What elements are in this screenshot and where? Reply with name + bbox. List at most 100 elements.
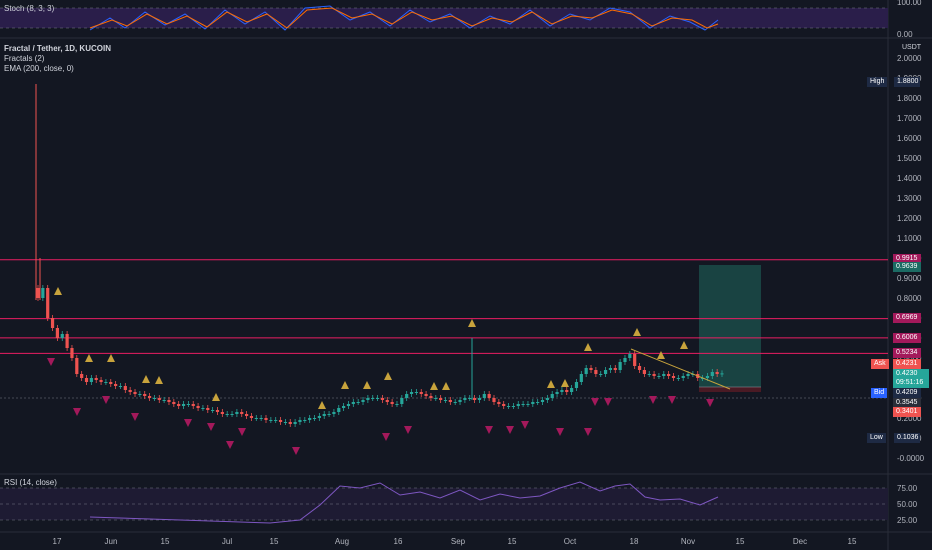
candle-body	[589, 368, 593, 370]
level2-tag: 0.6969	[893, 313, 921, 323]
price-tick: 1.6000	[897, 134, 922, 143]
candle-body	[55, 328, 60, 338]
candle-body	[492, 398, 496, 402]
candle-body	[201, 408, 205, 409]
candle-body	[700, 378, 705, 379]
candle-body	[463, 398, 467, 400]
candle-body	[191, 404, 195, 406]
fractal-down-marker	[47, 358, 55, 366]
candle-body	[123, 386, 127, 390]
fractal-down-marker	[706, 399, 714, 407]
candle-body	[230, 414, 234, 415]
candle-body	[536, 402, 540, 403]
fractal-up-marker	[547, 380, 555, 388]
time-tick: Nov	[681, 537, 695, 546]
stop-zone	[699, 387, 761, 392]
candle-body	[434, 398, 438, 399]
rsi-tick: 25.00	[897, 516, 918, 525]
candle-body	[613, 368, 617, 370]
fractal-down-marker	[506, 426, 514, 434]
candle-body	[244, 414, 249, 416]
fractal-down-marker	[292, 447, 300, 455]
time-tick: Dec	[793, 537, 807, 546]
candle-body	[550, 394, 554, 398]
fractal-down-marker	[556, 428, 564, 436]
candle-body	[400, 398, 404, 404]
bid-label: Bid	[871, 388, 888, 398]
candle-body	[181, 404, 186, 406]
candle-body	[603, 370, 608, 374]
time-tick: Oct	[564, 537, 577, 546]
candle-body	[356, 402, 360, 403]
target-zone	[699, 265, 761, 387]
bid-value: 0.4209	[893, 388, 921, 398]
candle-body	[254, 418, 258, 419]
candle-body	[545, 398, 549, 400]
fractal-down-marker	[382, 433, 390, 441]
fractal-up-marker	[633, 328, 641, 336]
candle-body	[443, 400, 448, 401]
price-tick: 1.5000	[897, 154, 922, 163]
candle-body	[555, 392, 559, 394]
fractal-down-marker	[485, 426, 493, 434]
fractal-down-marker	[591, 398, 599, 406]
fractal-up-marker	[318, 401, 326, 409]
candle-body	[133, 392, 137, 394]
candle-body	[147, 396, 152, 398]
currency-label: USDT	[902, 44, 922, 51]
candle-body	[84, 378, 89, 382]
candle-body	[60, 334, 64, 338]
candle-body	[409, 392, 414, 394]
candle-body	[114, 384, 118, 386]
rsi-legend: RSI (14, close)	[4, 478, 57, 487]
candle-body	[429, 396, 433, 398]
last-price: 0.4230	[893, 369, 929, 379]
candle-body	[274, 420, 278, 421]
candle-body	[623, 358, 627, 362]
price-tick: 1.3000	[897, 194, 922, 203]
time-tick: 17	[53, 537, 62, 546]
ask-label: Ask	[871, 359, 889, 369]
fractal-up-marker	[657, 351, 665, 359]
fractal-up-marker	[54, 287, 62, 295]
price-tick: 1.2000	[897, 214, 922, 223]
fractal-down-marker	[404, 426, 412, 434]
horizontal-levels	[0, 259, 888, 354]
rsi-axis: 75.00 50.00 25.00	[897, 484, 918, 525]
candle-body	[472, 398, 477, 400]
candle-body	[89, 378, 93, 382]
candle-body	[143, 394, 147, 396]
candle-body	[453, 402, 457, 403]
price-tick: 1.1000	[897, 234, 922, 243]
sl1-tag: 0.3545	[893, 398, 921, 408]
candle-body	[138, 394, 142, 395]
candle-body	[681, 376, 685, 378]
rsi-tick: 50.00	[897, 500, 918, 509]
ema-legend: EMA (200, close, 0)	[4, 64, 74, 73]
candle-body	[186, 404, 190, 405]
candle-body	[346, 404, 351, 406]
candle-body	[458, 400, 462, 402]
low-value: 0.1036	[894, 433, 920, 443]
time-tick: Jul	[222, 537, 232, 546]
candle-body	[618, 362, 622, 370]
candle-body	[177, 404, 181, 406]
fractal-down-marker	[102, 396, 110, 404]
fractal-up-marker	[142, 375, 150, 383]
fractal-up-marker	[155, 376, 163, 384]
candle-body	[579, 374, 583, 382]
candle-body	[574, 382, 579, 388]
fractal-down-marker	[73, 408, 81, 416]
price-tick: 0.8000	[897, 294, 922, 303]
candle-body	[584, 368, 588, 374]
candle-body	[337, 408, 341, 412]
candle-body	[521, 404, 525, 405]
fractal-down-marker	[521, 421, 529, 429]
fractal-down-marker	[226, 441, 234, 449]
candle-body	[46, 288, 50, 318]
stoch-tick: 0.00	[897, 30, 913, 39]
candle-body	[41, 288, 45, 298]
fractals	[47, 287, 714, 455]
fractal-down-marker	[604, 398, 612, 406]
